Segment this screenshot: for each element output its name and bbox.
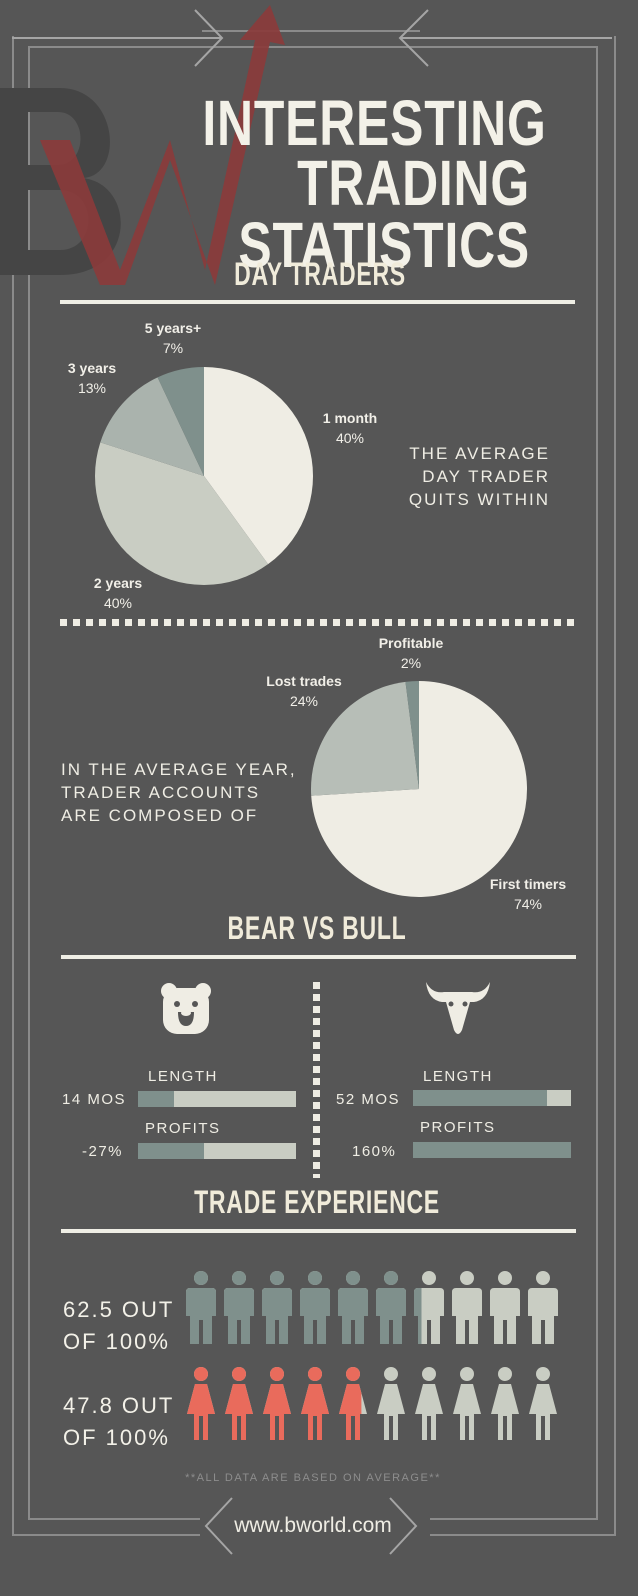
day-traders-slice-3-years xyxy=(100,377,204,476)
day-traders-slice-5-years- xyxy=(157,367,204,476)
bear-profits-bar xyxy=(138,1143,296,1159)
men-icon-row xyxy=(186,1271,558,1344)
bear-profits-fill xyxy=(138,1143,205,1159)
label-3-years: 3 years 13% xyxy=(67,360,117,396)
quit-text: THE AVERAGE DAY TRADER QUITS WITHIN xyxy=(408,444,550,509)
bull-length-label: LENGTH xyxy=(423,1068,493,1085)
woman-icon xyxy=(225,1367,253,1440)
bull-profits-label: PROFITS xyxy=(420,1119,496,1136)
bottom-arrows-icon xyxy=(200,1497,430,1555)
man-icon xyxy=(224,1271,254,1344)
men-stat: 62.5 OUT OF 100% xyxy=(63,1297,175,1354)
women-icon-row xyxy=(187,1367,557,1440)
man-icon xyxy=(414,1271,444,1344)
woman-icon xyxy=(529,1367,557,1440)
woman-icon xyxy=(301,1367,329,1440)
bear-length-fill xyxy=(138,1091,175,1107)
day-traders-slice-1-month xyxy=(204,367,313,565)
accounts-slice-first-timers xyxy=(311,681,527,897)
bull-profits-bar xyxy=(413,1142,571,1158)
man-icon xyxy=(528,1271,558,1344)
man-icon xyxy=(262,1271,292,1344)
label-profitable: Profitable 2% xyxy=(378,635,444,671)
title-line-1: INTERESTING xyxy=(202,87,547,159)
label-first-timers: First timers 74% xyxy=(489,876,567,912)
woman-icon xyxy=(263,1367,291,1440)
label-2-years: 2 years 40% xyxy=(93,575,143,611)
footer-note: **ALL DATA ARE BASED ON AVERAGE** xyxy=(185,1472,441,1484)
bear-profits-label: PROFITS xyxy=(145,1120,221,1137)
experience-rule xyxy=(61,1229,576,1233)
woman-icon xyxy=(453,1367,481,1440)
day-traders-pie xyxy=(95,367,313,585)
man-icon xyxy=(452,1271,482,1344)
woman-icon xyxy=(491,1367,519,1440)
bear-length-value: 14 MOS xyxy=(62,1091,127,1108)
day-traders-slice-2-years xyxy=(95,442,269,585)
bear-bull-title: BEAR VS BULL xyxy=(227,910,407,946)
accounts-slice-profitable xyxy=(405,681,419,789)
bull-length-bar xyxy=(413,1090,571,1106)
day-traders-title: DAY TRADERS xyxy=(234,256,406,292)
footer-url[interactable]: www.bworld.com xyxy=(234,1514,392,1537)
man-icon xyxy=(338,1271,368,1344)
man-icon xyxy=(186,1271,216,1344)
accounts-pie xyxy=(311,681,527,897)
woman-icon xyxy=(415,1367,443,1440)
label-lost-trades: Lost trades 24% xyxy=(266,673,342,709)
bull-length-value: 52 MOS xyxy=(336,1091,401,1108)
bear-bull-rule xyxy=(61,955,576,959)
women-stat: 47.8 OUT OF 100% xyxy=(63,1393,175,1450)
man-icon xyxy=(300,1271,330,1344)
bw-logo-icon xyxy=(0,5,285,285)
bull-head-icon xyxy=(426,982,490,1034)
dotted-separator xyxy=(60,619,580,626)
bear-face-icon xyxy=(161,983,211,1034)
title-line-2: TRADING STATISTICS xyxy=(238,147,530,281)
vertical-dotted-divider xyxy=(313,982,320,1178)
bull-profits-fill xyxy=(413,1142,571,1158)
day-traders-rule xyxy=(60,300,575,304)
bear-length-bar xyxy=(138,1091,296,1107)
bear-profits-value: -27% xyxy=(82,1143,124,1160)
man-icon xyxy=(490,1271,520,1344)
experience-title: TRADE EXPERIENCE xyxy=(194,1184,440,1220)
woman-icon xyxy=(187,1367,215,1440)
top-arrows-icon xyxy=(12,9,620,67)
woman-icon xyxy=(377,1367,405,1440)
bull-profits-value: 160% xyxy=(352,1143,397,1160)
bear-length-label: LENGTH xyxy=(148,1068,218,1085)
man-icon xyxy=(376,1271,406,1344)
accounts-text: IN THE AVERAGE YEAR, TRADER ACCOUNTS ARE… xyxy=(61,760,297,825)
label-5-years: 5 years+ 7% xyxy=(144,320,202,356)
label-1-month: 1 month 40% xyxy=(322,410,378,446)
bull-length-fill xyxy=(413,1090,548,1106)
woman-icon xyxy=(339,1367,367,1440)
accounts-slice-lost-trades xyxy=(311,681,419,796)
